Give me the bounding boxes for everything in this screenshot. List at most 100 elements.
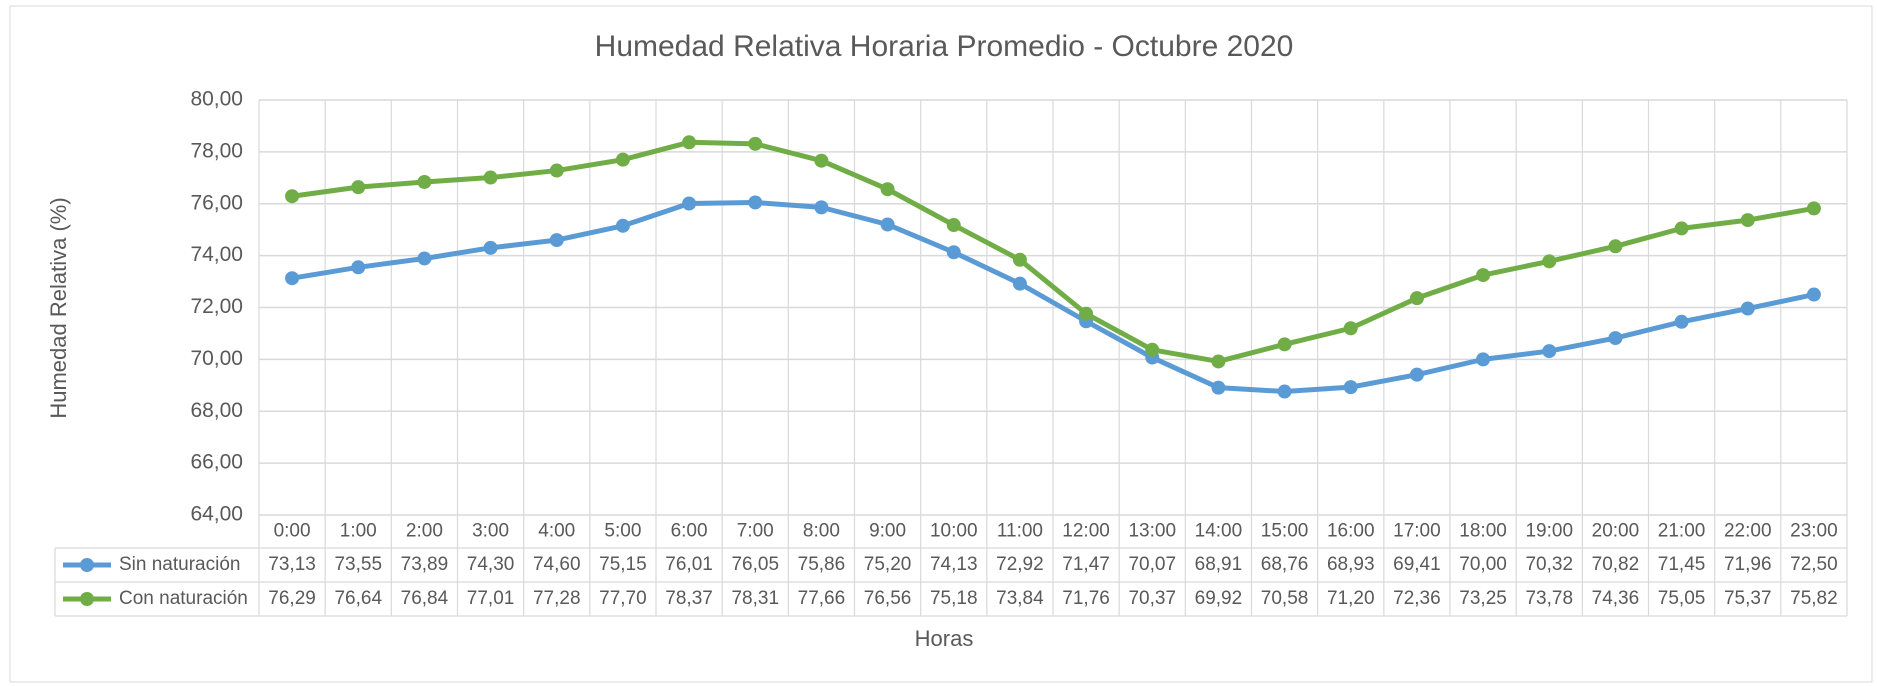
x-tick-label: 19:00 [1525, 521, 1573, 542]
series-marker [285, 189, 300, 204]
series-marker [549, 163, 564, 178]
x-tick-label: 14:00 [1195, 521, 1243, 542]
series-marker [748, 136, 763, 151]
table-value: 77,28 [533, 588, 581, 609]
x-tick-label: 8:00 [803, 521, 840, 542]
x-tick-label: 1:00 [340, 521, 377, 542]
series-marker [1409, 367, 1424, 382]
x-tick-label: 21:00 [1658, 521, 1706, 542]
series-marker [946, 218, 961, 233]
table-value: 75,18 [930, 588, 978, 609]
table-value: 72,50 [1790, 554, 1838, 575]
series-marker [1740, 301, 1755, 316]
series-marker [1409, 291, 1424, 306]
table-value: 71,45 [1658, 554, 1706, 575]
x-tick-label: 12:00 [1062, 521, 1110, 542]
x-tick-label: 4:00 [538, 521, 575, 542]
y-tick-label: 80,00 [190, 88, 243, 111]
table-value: 75,20 [864, 554, 912, 575]
y-tick-label: 78,00 [190, 139, 243, 162]
table-value: 74,30 [467, 554, 515, 575]
series-marker [1608, 331, 1623, 346]
series-marker [1277, 337, 1292, 352]
series-marker [615, 218, 630, 233]
series-marker [1476, 268, 1491, 283]
series-marker [417, 174, 432, 189]
table-value: 74,13 [930, 554, 978, 575]
series-marker [1079, 306, 1094, 321]
series-line [291, 139, 1815, 364]
series-marker [1740, 213, 1755, 228]
legend-label: Con naturación [119, 588, 248, 609]
table-value: 77,01 [467, 588, 515, 609]
table-value: 75,15 [599, 554, 647, 575]
series-line [291, 199, 1815, 395]
y-tick-label: 72,00 [190, 295, 243, 318]
table-value: 73,84 [996, 588, 1044, 609]
series-marker [1211, 380, 1226, 395]
series-marker [946, 245, 961, 260]
table-value: 72,92 [996, 554, 1044, 575]
series-marker [351, 180, 366, 195]
series-marker [483, 240, 498, 255]
series-marker [748, 195, 763, 210]
table-value: 71,76 [1062, 588, 1110, 609]
table-value: 74,36 [1592, 588, 1640, 609]
x-tick-label: 5:00 [604, 521, 641, 542]
table-value: 75,86 [798, 554, 846, 575]
series-marker [1343, 380, 1358, 395]
series-marker [483, 170, 498, 185]
x-tick-label: 2:00 [406, 521, 443, 542]
series-marker [417, 251, 432, 266]
table-value: 75,37 [1724, 588, 1772, 609]
table-value: 73,89 [401, 554, 449, 575]
legend-label: Sin naturación [119, 554, 240, 575]
chart-title: Humedad Relativa Horaria Promedio - Octu… [595, 30, 1294, 63]
table-value: 73,25 [1459, 588, 1507, 609]
series-marker [814, 153, 829, 168]
table-value: 78,37 [665, 588, 713, 609]
series-marker [351, 260, 366, 275]
y-tick-label: 66,00 [190, 451, 243, 474]
series-marker [1277, 384, 1292, 399]
table-value: 73,78 [1525, 588, 1573, 609]
x-axis-title: Horas [915, 626, 974, 651]
x-tick-label: 16:00 [1327, 521, 1375, 542]
table-value: 71,96 [1724, 554, 1772, 575]
y-tick-label: 74,00 [190, 243, 243, 266]
x-tick-label: 23:00 [1790, 521, 1838, 542]
table-value: 69,41 [1393, 554, 1441, 575]
table-value: 73,55 [334, 554, 382, 575]
x-tick-label: 18:00 [1459, 521, 1507, 542]
series-marker [1012, 252, 1027, 267]
table-value: 78,31 [731, 588, 779, 609]
x-tick-label: 3:00 [472, 521, 509, 542]
table-value: 69,92 [1195, 588, 1243, 609]
table-value: 76,05 [731, 554, 779, 575]
series-marker [1806, 201, 1821, 216]
series-marker [682, 135, 697, 150]
table-value: 68,76 [1261, 554, 1309, 575]
table-value: 68,93 [1327, 554, 1375, 575]
series-marker [682, 196, 697, 211]
y-tick-label: 76,00 [190, 191, 243, 214]
table-value: 70,00 [1459, 554, 1507, 575]
table-value: 76,64 [334, 588, 382, 609]
chart-border [9, 5, 1873, 683]
x-tick-label: 11:00 [997, 521, 1043, 542]
series-marker [1145, 342, 1160, 357]
table-value: 76,29 [268, 588, 316, 609]
table-value: 73,13 [268, 554, 316, 575]
table-value: 70,37 [1128, 588, 1176, 609]
x-tick-label: 6:00 [671, 521, 708, 542]
series-marker [1343, 321, 1358, 336]
series-marker [880, 182, 895, 197]
y-axis-title: Humedad Relativa (%) [46, 197, 71, 418]
series-marker [1542, 344, 1557, 359]
table-value: 77,70 [599, 588, 647, 609]
x-tick-label: 17:00 [1393, 521, 1441, 542]
table-value: 70,82 [1592, 554, 1640, 575]
series-marker [1674, 314, 1689, 329]
table-value: 70,58 [1261, 588, 1309, 609]
